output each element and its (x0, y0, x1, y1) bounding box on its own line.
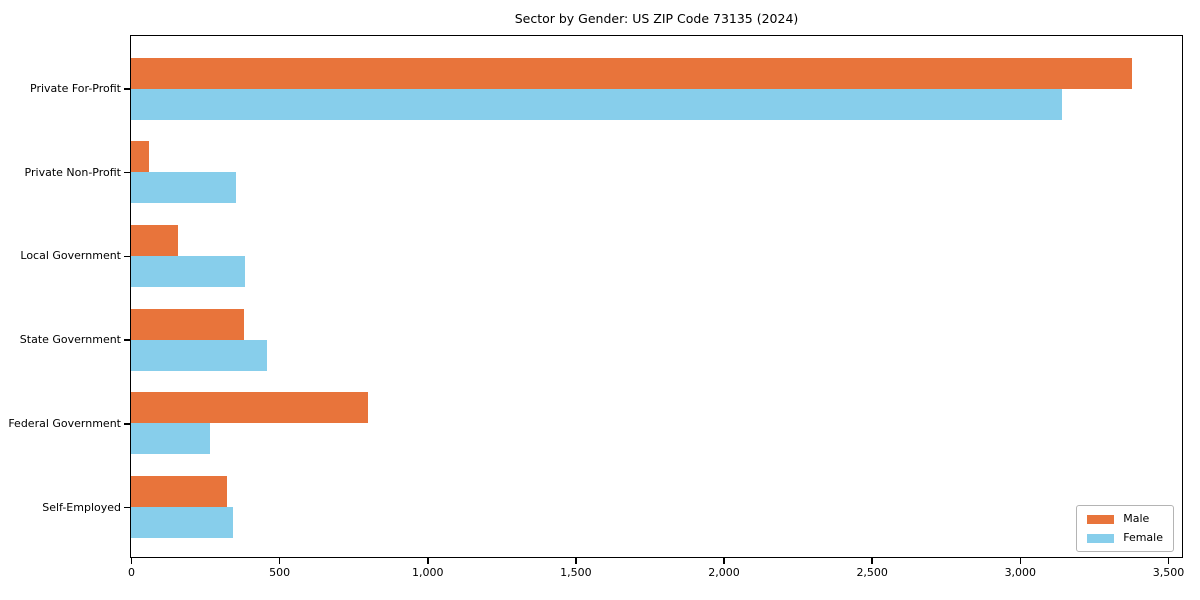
x-tick-mark (1167, 558, 1170, 564)
male-bar-federal-government (131, 392, 369, 424)
x-tick-mark (130, 558, 133, 564)
female-legend-swatch (1087, 533, 1115, 543)
male-bar-private-for-profit (131, 57, 1132, 89)
legend-item-female: Female (1087, 532, 1163, 544)
female-bar-private-non-profit (131, 172, 237, 204)
x-tick-label-0: 0 (128, 566, 135, 579)
male-bar-local-government (131, 224, 179, 256)
plot-area: Male Female (130, 35, 1183, 558)
x-tick-mark (871, 558, 873, 564)
y-tick-mark (124, 171, 130, 174)
x-tick-label-3-500: 3,500 (1152, 566, 1185, 579)
y-tick-mark (124, 255, 130, 258)
legend-item-male: Male (1087, 513, 1163, 525)
legend: Male Female (1076, 505, 1174, 552)
x-tick-mark (1019, 558, 1022, 564)
female-bar-federal-government (131, 423, 210, 455)
male-legend-swatch (1087, 514, 1115, 524)
y-tick-mark (124, 423, 130, 425)
x-tick-label-1-500: 1,500 (560, 566, 592, 579)
male-bar-self-employed (131, 476, 228, 507)
chart-title: Sector by Gender: US ZIP Code 73135 (202… (514, 11, 799, 26)
y-tick-label-private-non-profit: Private Non-Profit (24, 165, 121, 179)
female-bar-state-government (131, 339, 268, 371)
x-tick-label-1-000: 1,000 (412, 566, 444, 579)
female-bar-private-for-profit (131, 88, 1063, 120)
male-bar-state-government (131, 308, 244, 340)
y-tick-mark (124, 339, 130, 341)
x-tick-mark (278, 558, 281, 564)
y-tick-label-local-government: Local Government (20, 249, 121, 263)
y-tick-mark (124, 506, 130, 509)
x-tick-label-2-000: 2,000 (708, 566, 740, 579)
female-bar-local-government (131, 255, 246, 287)
y-tick-label-state-government: State Government (19, 333, 121, 347)
y-tick-label-private-for-profit: Private For-Profit (30, 82, 121, 95)
y-tick-label-self-employed: Self-Employed (42, 500, 121, 514)
x-tick-mark (723, 558, 725, 564)
male-bar-private-non-profit (131, 141, 149, 173)
y-tick-mark (124, 88, 130, 90)
x-tick-label-500: 500 (269, 566, 291, 579)
x-tick-mark (575, 558, 577, 564)
legend-label-female: Female (1123, 531, 1163, 544)
x-tick-label-3-000: 3,000 (1004, 566, 1037, 579)
female-bar-self-employed (131, 507, 234, 538)
legend-label-male: Male (1123, 512, 1150, 525)
x-tick-label-2-500: 2,500 (856, 566, 888, 579)
y-tick-label-federal-government: Federal Government (8, 416, 121, 430)
x-tick-mark (427, 558, 429, 564)
